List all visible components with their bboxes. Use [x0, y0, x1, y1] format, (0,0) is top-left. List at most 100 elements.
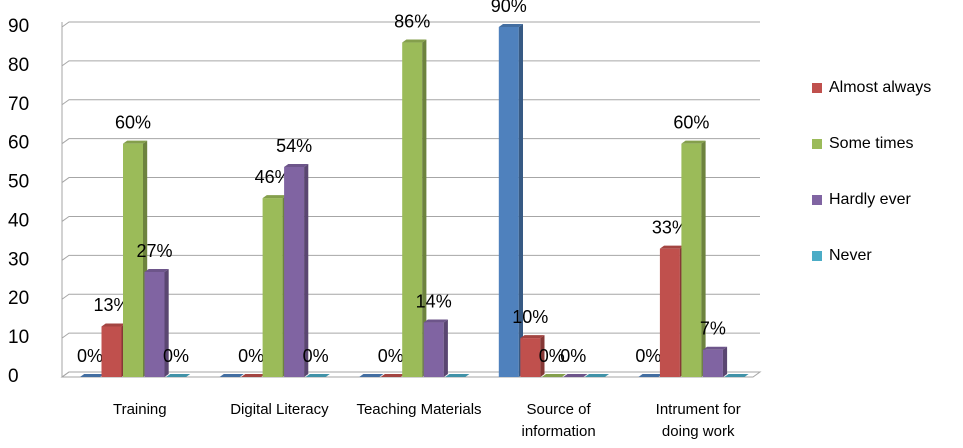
bar-top: [219, 374, 244, 377]
grid-line: [61, 21, 760, 28]
bar-side: [164, 269, 169, 377]
value-label: 33%: [652, 217, 688, 237]
value-label: 14%: [416, 291, 452, 311]
y-tick-label: 30: [8, 249, 29, 270]
x-tick-label: Teaching Materials: [356, 401, 481, 418]
x-tick-label: Digital Literacy: [230, 401, 329, 418]
legend-swatch: [812, 251, 822, 261]
bar-top: [702, 346, 728, 350]
bar-side: [304, 164, 309, 377]
bar-top: [359, 374, 384, 377]
value-label: 46%: [255, 167, 291, 187]
bar-top: [541, 374, 566, 377]
value-label: 60%: [115, 112, 151, 132]
bar-top: [445, 374, 470, 377]
bar-top: [144, 269, 169, 272]
bar: [284, 167, 305, 377]
bar-top: [563, 374, 588, 377]
bar-top: [520, 335, 545, 339]
value-label: 60%: [673, 112, 709, 132]
bar: [101, 326, 122, 377]
bar-top: [659, 245, 685, 249]
bar: [123, 143, 143, 377]
bar-top: [402, 39, 427, 43]
value-label: 0%: [539, 346, 565, 366]
bar-top: [380, 374, 405, 377]
y-tick-label: 50: [8, 172, 29, 193]
y-tick-label: 20: [8, 288, 29, 309]
grid-line: [61, 293, 760, 300]
x-tick-line: doing work: [662, 423, 735, 440]
bar-side: [443, 319, 448, 377]
legend-swatch: [812, 139, 822, 149]
bar-top: [123, 140, 148, 144]
bar: [520, 338, 541, 377]
y-tick-label: 60: [8, 133, 29, 154]
y-tick-label: 90: [8, 16, 29, 37]
y-tick-label: 80: [8, 55, 29, 76]
legend-swatch: [812, 195, 822, 205]
y-tick-label: 70: [8, 94, 29, 115]
grid-line: [61, 60, 760, 67]
bar-top: [498, 24, 523, 27]
bar-top: [681, 140, 706, 144]
y-tick-label: 40: [8, 210, 29, 231]
value-label: 0%: [77, 346, 103, 366]
bar: [702, 349, 723, 377]
bar-top: [724, 374, 749, 377]
bar-side: [722, 346, 728, 377]
bar-side: [540, 335, 545, 377]
y-tick-label: 0: [8, 366, 19, 387]
legend-label: Almost always: [829, 79, 931, 96]
grid-line: [61, 332, 760, 339]
legend-label: Never: [829, 247, 872, 264]
value-label: 86%: [394, 11, 430, 31]
value-label: 0%: [560, 346, 586, 366]
bar: [402, 42, 423, 378]
bar-side: [422, 39, 427, 378]
grid-line: [61, 99, 760, 106]
grid-line: [61, 138, 760, 145]
bar-top: [262, 195, 287, 199]
x-tick-line: Source of: [526, 401, 591, 418]
value-label: 0%: [303, 346, 329, 366]
bar-top: [166, 374, 191, 377]
bar-top: [241, 374, 266, 377]
bar-top: [584, 374, 609, 377]
legend-label: Some times: [829, 135, 913, 152]
grid-line: [61, 177, 760, 183]
legend-label: Hardly ever: [829, 191, 911, 208]
bar: [659, 248, 680, 377]
x-tick-label: Source of information: [521, 401, 595, 440]
bar-top: [305, 374, 330, 377]
x-tick-label: Intrument for doing work: [656, 401, 741, 440]
bar-side: [701, 140, 706, 377]
value-label: 54%: [276, 136, 312, 156]
value-label: 0%: [163, 346, 189, 366]
bar: [498, 27, 519, 377]
bar-top: [101, 323, 126, 327]
x-tick-line: Intrument for: [656, 401, 741, 418]
value-label: 0%: [635, 346, 661, 366]
value-label: 0%: [238, 346, 264, 366]
bar-side: [518, 24, 523, 377]
bar-top: [80, 374, 105, 377]
bar: [681, 143, 702, 377]
y-tick-label: 10: [8, 327, 29, 348]
bar: [423, 322, 444, 377]
bar-top: [284, 164, 309, 167]
bar-top: [638, 374, 663, 377]
bar-top: [423, 319, 448, 323]
legend-swatch: [812, 83, 822, 93]
x-tick-label: Training: [113, 401, 167, 418]
value-label: 0%: [378, 346, 404, 366]
value-label: 10%: [512, 307, 548, 327]
grid-line: [61, 254, 760, 261]
bar: [262, 198, 283, 377]
x-tick-line: information: [521, 423, 595, 440]
value-label: 13%: [93, 295, 129, 315]
grid-line: [61, 215, 760, 222]
value-label: 90%: [491, 0, 527, 16]
bar: [144, 272, 165, 377]
